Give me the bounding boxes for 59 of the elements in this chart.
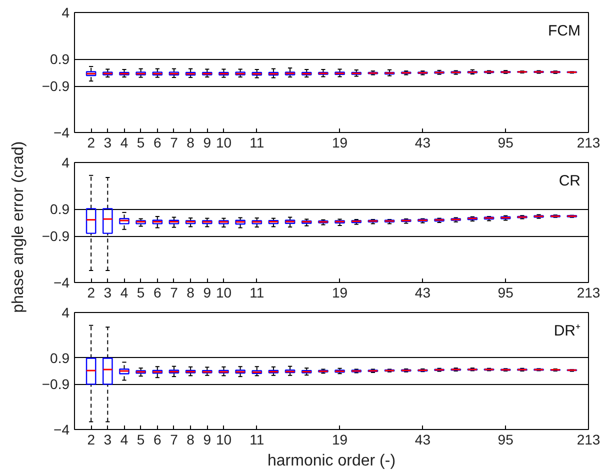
x-tick-label: 95 [498, 432, 514, 448]
x-tick-label: 19 [332, 134, 348, 150]
x-tick-label: 19 [332, 432, 348, 448]
x-tick-label: 7 [170, 134, 178, 150]
x-tick-label: 4 [120, 284, 128, 300]
x-tick-label: 8 [186, 134, 195, 150]
x-tick-label: 7 [170, 284, 178, 300]
x-tick-label: 4 [120, 432, 128, 448]
x-tick-label: 2 [87, 284, 96, 300]
y-tick-label: −4 [54, 124, 70, 140]
x-tick-label: 11 [250, 284, 264, 300]
y-tick-label: 4 [62, 154, 70, 170]
x-tick-label: 10 [216, 134, 232, 150]
x-tick-label: 43 [414, 432, 431, 448]
x-tick-label: 9 [203, 432, 212, 448]
x-tick-label: 43 [414, 134, 431, 150]
x-tick-label: 8 [186, 284, 195, 300]
x-tick-label: 5 [136, 284, 145, 300]
x-tick-label: 95 [498, 284, 514, 300]
x-tick-label: 3 [104, 134, 112, 150]
x-tick-label: 3 [104, 432, 112, 448]
x-tick-label: 11 [250, 432, 264, 448]
x-tick-label: 5 [136, 432, 145, 448]
x-tick-label: 5 [136, 134, 145, 150]
x-tick-label: 8 [186, 432, 195, 448]
x-tick-label: 2 [87, 432, 96, 448]
x-tick-label: 6 [154, 432, 162, 448]
y-tick-label: −0.9 [42, 376, 70, 392]
x-tick-label: 6 [154, 284, 162, 300]
x-tick-label: 43 [414, 284, 431, 300]
x-axis-title: harmonic order (-) [267, 452, 396, 470]
x-tick-label: 213 [576, 432, 600, 448]
text: CR [558, 172, 581, 190]
y-tick-label: −0.9 [42, 228, 70, 244]
x-tick-label: 95 [498, 134, 514, 150]
y-tick-label: −4 [54, 274, 70, 290]
x-tick-label: 9 [203, 134, 212, 150]
x-tick-label: 213 [576, 134, 600, 150]
x-tick-label: 10 [216, 284, 232, 300]
x-tick-label: 19 [332, 284, 348, 300]
text: FCM [548, 22, 581, 40]
x-tick-label: 10 [216, 432, 232, 448]
x-tick-label: 7 [170, 432, 178, 448]
x-tick-label: 4 [120, 134, 128, 150]
x-tick-label: 3 [104, 284, 112, 300]
x-tick-label: 9 [203, 284, 212, 300]
x-tick-label: 213 [576, 284, 600, 300]
x-tick-label: 6 [154, 134, 162, 150]
y-tick-label: 0.9 [50, 51, 70, 67]
y-tick-label: −0.9 [42, 78, 70, 94]
y-tick-label: 4 [62, 4, 70, 20]
x-tick-label: 11 [250, 134, 264, 150]
y-axis-title: phase angle error (crad) [10, 141, 27, 313]
y-tick-label: −4 [54, 422, 70, 438]
x-tick-label: 2 [87, 134, 96, 150]
y-tick-label: 0.9 [50, 350, 70, 366]
y-tick-label: 0.9 [50, 201, 70, 217]
y-tick-label: 4 [62, 304, 70, 320]
text: DR⁺ [554, 322, 581, 340]
